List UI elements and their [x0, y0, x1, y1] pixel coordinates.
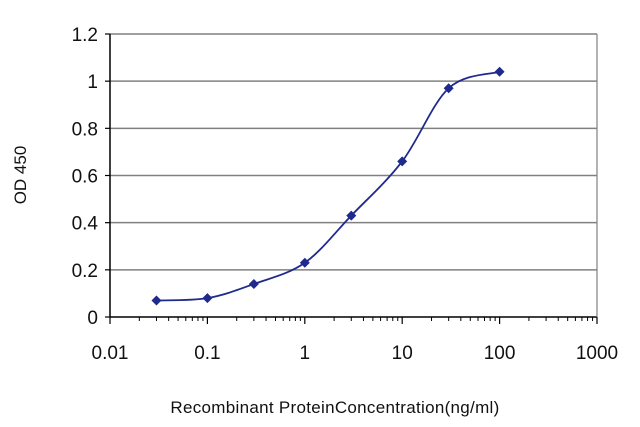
- data-point-2: [248, 278, 259, 289]
- series-line-0: [156, 70, 500, 302]
- y-tick-label-1: 0.2: [72, 261, 98, 282]
- x-tick-label-4: 100: [484, 343, 516, 364]
- x-tick-label-1: 0.1: [194, 343, 220, 364]
- y-tick-label-3: 0.6: [72, 167, 98, 188]
- data-point-1: [202, 293, 213, 304]
- y-tick-label-4: 0.8: [72, 119, 98, 140]
- x-tick-label-2: 1: [300, 343, 311, 364]
- y-tick-label-6: 1.2: [72, 25, 98, 46]
- y-tick-label-5: 1: [87, 72, 98, 93]
- y-tick-label-2: 0.4: [72, 214, 99, 235]
- data-point-3: [299, 257, 310, 268]
- x-tick-label-5: 1000: [576, 343, 618, 364]
- y-tick-label-0: 0: [87, 308, 98, 329]
- axes: [105, 33, 598, 324]
- x-tick-labels: 0.01 0.1 1 10 100 1000: [92, 343, 619, 364]
- data-point-6: [443, 83, 454, 94]
- data-point-0: [151, 295, 162, 306]
- data-point-5: [397, 156, 408, 167]
- x-tick-label-3: 10: [392, 343, 413, 364]
- data-point-4: [346, 210, 357, 221]
- y-tick-labels: 0 0.2 0.4 0.6 0.8 1 1.2: [72, 25, 99, 329]
- x-tick-label-0: 0.01: [92, 343, 129, 364]
- x-axis-label: Recombinant ProteinConcentration(ng/ml): [170, 398, 499, 417]
- gridlines: [110, 33, 597, 271]
- data-point-7: [494, 66, 505, 77]
- series-group: [151, 66, 505, 306]
- y-axis-label: OD 450: [11, 146, 30, 205]
